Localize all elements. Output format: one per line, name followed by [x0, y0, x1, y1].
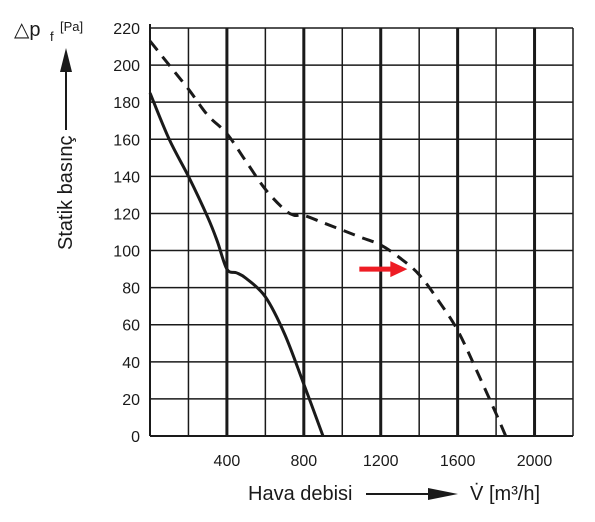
y-tick-label: 80	[122, 281, 140, 298]
x-symbol: V̇	[470, 483, 484, 505]
y-tick-label: 40	[122, 355, 140, 372]
x-unit: [m³/h]	[489, 483, 540, 505]
y-tick-label: 160	[113, 132, 140, 149]
y-subscript: f	[50, 29, 54, 44]
y-tick-label: 100	[113, 244, 140, 261]
x-tick-label: 2000	[517, 453, 553, 470]
annotation-layer	[359, 261, 408, 278]
y-tick-label: 120	[113, 206, 140, 223]
x-tick-label: 400	[214, 453, 241, 470]
y-title-arrow-head	[60, 48, 72, 72]
y-unit: [Pa]	[60, 19, 83, 34]
annotation-arrow-head	[390, 261, 408, 278]
y-axis-title: Statik basınç	[55, 135, 77, 250]
y-tick-label: 60	[122, 318, 140, 335]
y-tick-label: 200	[113, 58, 140, 75]
y-tick-label: 180	[113, 95, 140, 112]
y-tick-label: 20	[122, 392, 140, 409]
x-axis-title: Hava debisi	[248, 483, 353, 505]
y-tick-label: 140	[113, 169, 140, 186]
x-tick-label: 800	[290, 453, 317, 470]
series-layer	[148, 40, 508, 437]
x-title-arrow-head	[428, 488, 458, 500]
series-line-solid	[148, 92, 325, 437]
y-tick-label: 220	[113, 21, 140, 38]
x-tick-label: 1600	[440, 453, 476, 470]
axis-layer: 0 20 40 60 80 100 120 140 160 180 200 220 400 800 1200…	[113, 21, 573, 470]
y-tick-label: 0	[131, 429, 140, 446]
x-tick-label: 1200	[363, 453, 399, 470]
y-symbol: △p	[14, 19, 41, 41]
series-line-dashed	[148, 40, 508, 437]
